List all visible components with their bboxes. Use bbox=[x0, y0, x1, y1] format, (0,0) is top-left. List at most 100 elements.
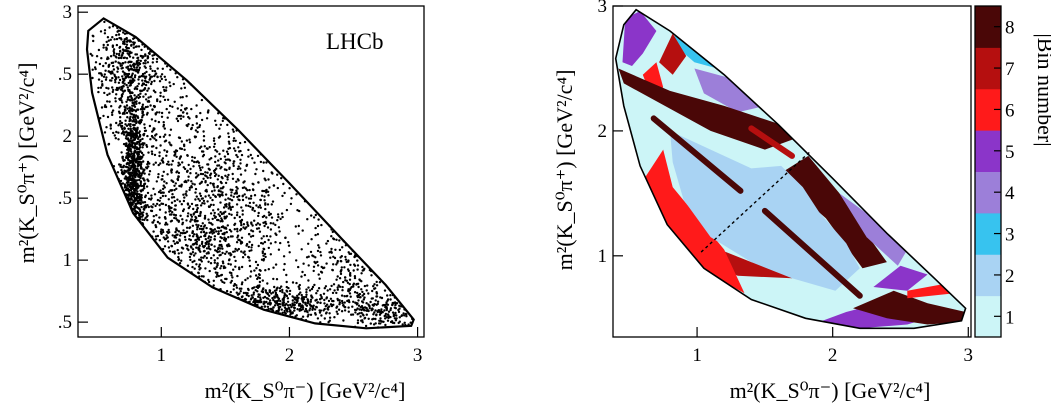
scatter-point bbox=[136, 56, 139, 60]
scatter-point bbox=[179, 96, 182, 99]
scatter-point bbox=[360, 272, 363, 275]
scatter-point bbox=[125, 45, 128, 49]
scatter-point bbox=[125, 66, 128, 69]
scatter-point bbox=[183, 235, 187, 239]
scatter-point bbox=[343, 295, 346, 298]
scatter-point bbox=[136, 190, 139, 193]
scatter-point bbox=[234, 139, 237, 142]
scatter-point bbox=[284, 236, 287, 239]
scatter-point bbox=[137, 199, 140, 202]
scatter-point bbox=[175, 233, 178, 236]
scatter-point bbox=[316, 301, 319, 304]
scatter-point bbox=[251, 234, 255, 238]
scatter-point bbox=[340, 266, 343, 269]
scatter-point bbox=[131, 101, 135, 105]
scatter-point bbox=[279, 217, 282, 221]
scatter-point bbox=[373, 311, 376, 314]
scatter-point bbox=[264, 203, 267, 206]
scatter-point bbox=[102, 75, 106, 79]
scatter-point bbox=[343, 301, 346, 304]
scatter-point bbox=[137, 78, 140, 81]
scatter-point bbox=[307, 264, 310, 267]
scatter-point bbox=[268, 290, 271, 294]
scatter-point bbox=[276, 173, 279, 176]
scatter-point bbox=[324, 285, 328, 288]
scatter-point bbox=[312, 216, 316, 219]
scatter-point bbox=[115, 93, 118, 96]
scatter-point bbox=[189, 172, 192, 175]
scatter-point bbox=[402, 312, 405, 315]
scatter-point bbox=[135, 66, 139, 69]
scatter-point bbox=[196, 130, 199, 134]
scatter-point bbox=[216, 185, 219, 189]
scatter-point bbox=[190, 246, 193, 249]
scatter-point bbox=[201, 166, 204, 169]
scatter-point bbox=[317, 273, 320, 276]
scatter-point bbox=[167, 163, 171, 166]
scatter-point bbox=[338, 285, 342, 288]
scatter-point bbox=[213, 211, 216, 215]
scatter-point bbox=[271, 291, 275, 294]
scatter-point bbox=[313, 283, 316, 287]
scatter-point bbox=[197, 246, 200, 249]
scatter-point bbox=[107, 87, 110, 90]
scatter-point bbox=[314, 313, 317, 316]
scatter-point bbox=[139, 176, 142, 180]
scatter-point bbox=[282, 296, 286, 300]
scatter-point bbox=[175, 187, 178, 190]
scatter-point bbox=[265, 188, 268, 192]
scatter-point bbox=[385, 308, 388, 312]
scatter-point bbox=[285, 208, 289, 212]
scatter-point bbox=[178, 157, 181, 160]
scatter-point bbox=[140, 166, 143, 170]
scatter-point bbox=[356, 313, 359, 316]
left-y-tick-label: 1 bbox=[63, 250, 73, 271]
scatter-point bbox=[286, 297, 290, 300]
scatter-point bbox=[178, 239, 181, 242]
scatter-point bbox=[333, 256, 337, 260]
scatter-point bbox=[157, 176, 160, 179]
scatter-point bbox=[165, 150, 169, 153]
scatter-point bbox=[316, 224, 320, 228]
scatter-point bbox=[280, 212, 284, 215]
scatter-point bbox=[140, 48, 143, 52]
scatter-point bbox=[263, 252, 267, 256]
scatter-point bbox=[288, 292, 291, 296]
scatter-point bbox=[127, 131, 131, 135]
scatter-point bbox=[202, 199, 206, 203]
scatter-point bbox=[188, 226, 191, 230]
scatter-point bbox=[139, 59, 142, 63]
scatter-point bbox=[173, 199, 176, 203]
scatter-point bbox=[105, 76, 108, 79]
scatter-point bbox=[146, 218, 149, 222]
scatter-point bbox=[218, 127, 221, 130]
scatter-point bbox=[142, 168, 145, 171]
scatter-point bbox=[155, 133, 158, 136]
scatter-point bbox=[353, 276, 357, 280]
scatter-point bbox=[165, 182, 168, 185]
scatter-point bbox=[170, 219, 174, 222]
scatter-point bbox=[240, 250, 243, 253]
scatter-point bbox=[270, 216, 274, 219]
scatter-point bbox=[122, 85, 125, 88]
scatter-point bbox=[195, 240, 199, 243]
scatter-point bbox=[347, 306, 350, 309]
scatter-point bbox=[349, 295, 352, 298]
scatter-point bbox=[227, 132, 230, 135]
scatter-point bbox=[264, 269, 267, 272]
scatter-point bbox=[157, 190, 161, 194]
scatter-point bbox=[195, 208, 199, 212]
scatter-point bbox=[126, 169, 129, 172]
scatter-point bbox=[123, 42, 126, 46]
scatter-point bbox=[361, 321, 364, 324]
scatter-point bbox=[218, 240, 222, 243]
scatter-point bbox=[137, 140, 141, 143]
scatter-point bbox=[97, 86, 100, 90]
scatter-point bbox=[159, 162, 162, 165]
scatter-point bbox=[262, 296, 265, 299]
scatter-point bbox=[274, 223, 277, 227]
scatter-point bbox=[214, 155, 217, 158]
scatter-point bbox=[389, 307, 393, 310]
scatter-point bbox=[291, 302, 294, 305]
